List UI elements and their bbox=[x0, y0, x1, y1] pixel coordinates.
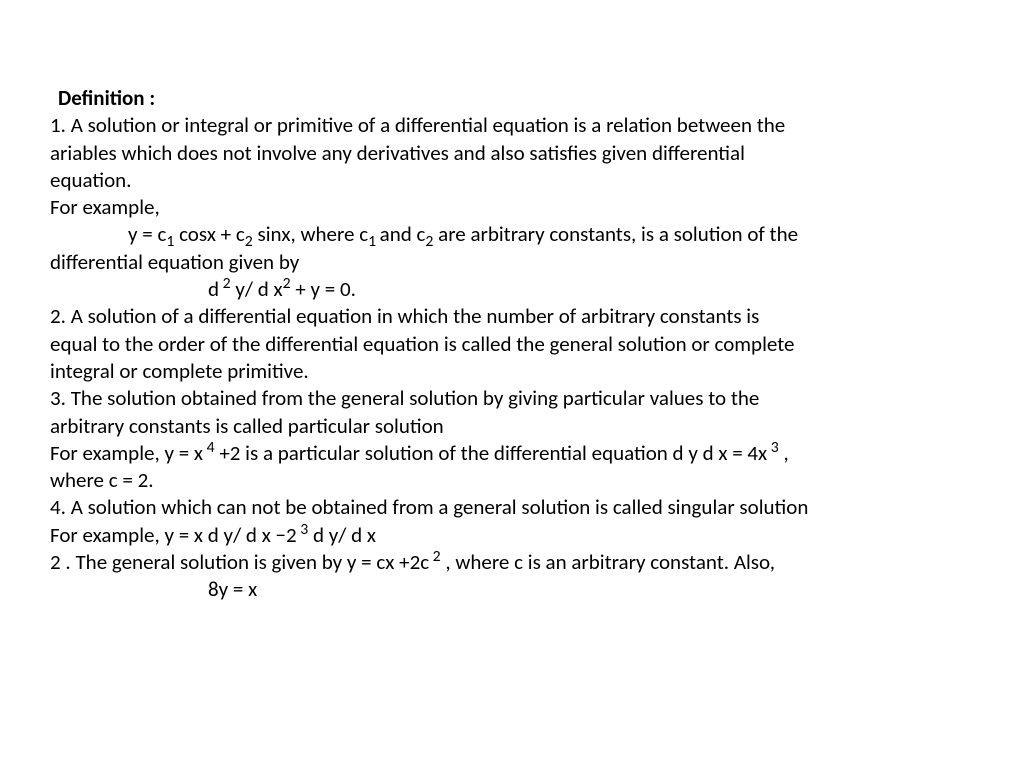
para2-line2: equal to the order of the differential e… bbox=[50, 331, 795, 357]
para4-sup2: 3 bbox=[767, 438, 779, 457]
eq1-end: are arbitrary constants, is a solution o… bbox=[433, 221, 798, 247]
definition-3-body: 3. The solution obtained from the genera… bbox=[50, 385, 974, 440]
definition-2-body: 2. A solution of a differential equation… bbox=[50, 303, 974, 385]
para1-line1: 1. A solution or integral or primitive o… bbox=[50, 112, 785, 138]
para3-line1: 3. The solution obtained from the genera… bbox=[50, 385, 759, 411]
para4-sup1: 4 bbox=[203, 438, 215, 457]
document-content: Definition : 1. A solution or integral o… bbox=[50, 85, 974, 604]
eq1-line2: differential equation given by bbox=[50, 249, 299, 275]
eq1-indent bbox=[50, 221, 128, 247]
para2-line3: integral or complete primitive. bbox=[50, 358, 309, 384]
para7-sup: 2 bbox=[429, 547, 441, 566]
para6-sup: 3 bbox=[297, 520, 309, 539]
para6-pre: For example, y = x d y/ d x −2 bbox=[50, 522, 297, 548]
para4-pre: For example, y = x bbox=[50, 440, 203, 466]
eq2-end: + y = 0. bbox=[291, 276, 356, 302]
eq2-mid: y/ d x bbox=[231, 276, 283, 302]
eq2-sup1: 2 bbox=[219, 274, 231, 293]
eq1-mid2: sinx, where c bbox=[253, 221, 368, 247]
para8: 8y = x bbox=[208, 576, 257, 602]
example-3: For example, y = x d y/ d x −2 3 d y/ d … bbox=[50, 522, 974, 549]
para1-line2: ariables which does not involve any deri… bbox=[50, 140, 745, 166]
example-2: For example, y = x 4 +2 is a particular … bbox=[50, 440, 974, 495]
para3-line2: arbitrary constants is called particular… bbox=[50, 413, 444, 439]
eq1-mid1: cosx + c bbox=[174, 221, 244, 247]
para1-line3: equation. bbox=[50, 167, 132, 193]
eq2-pre: d bbox=[208, 276, 219, 302]
equation-1: y = c1 cosx + c2 sinx, where c1 and c2 a… bbox=[50, 221, 974, 276]
definition-heading: Definition : bbox=[50, 85, 974, 112]
eq1-mid3: and c bbox=[380, 221, 426, 247]
para8-indent bbox=[50, 576, 208, 602]
final-equation: 8y = x bbox=[50, 576, 974, 603]
eq2-indent bbox=[50, 276, 208, 302]
eq1-pre: y = c bbox=[128, 221, 166, 247]
para7-pre: 2 . The general solution is given by y =… bbox=[50, 549, 429, 575]
definition-4-body: 4. A solution which can not be obtained … bbox=[50, 494, 974, 521]
general-solution: 2 . The general solution is given by y =… bbox=[50, 549, 974, 576]
para7-end: , where c is an arbitrary constant. Also… bbox=[441, 549, 775, 575]
eq2-sup2: 2 bbox=[283, 274, 291, 293]
para4-line2: where c = 2. bbox=[50, 467, 154, 493]
eq1-sub3: 1 bbox=[368, 233, 380, 252]
definition-1-body: 1. A solution or integral or primitive o… bbox=[50, 112, 974, 194]
para6-end: d y/ d x bbox=[308, 522, 376, 548]
para4-mid: +2 is a particular solution of the diffe… bbox=[215, 440, 768, 466]
para2-line1: 2. A solution of a differential equation… bbox=[50, 303, 759, 329]
for-example-1: For example, bbox=[50, 194, 974, 221]
para4-end: , bbox=[779, 440, 789, 466]
equation-2: d 2 y/ d x2 + y = 0. bbox=[50, 276, 974, 303]
